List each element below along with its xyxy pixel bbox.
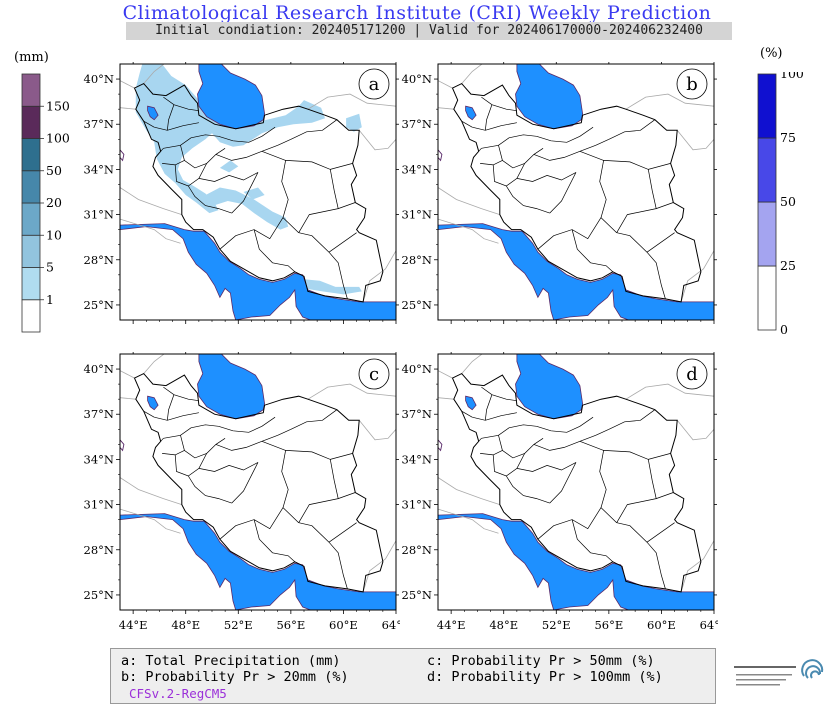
lat-label: 25°N	[84, 298, 114, 312]
lake-urmia	[465, 395, 477, 411]
legend-left-tick: 10	[46, 227, 62, 242]
lat-label: 25°N	[84, 588, 114, 602]
caspian-sea	[515, 64, 584, 130]
lat-label: 37°N	[84, 117, 114, 131]
precip-patch	[346, 113, 362, 132]
lat-label: 28°N	[84, 253, 114, 267]
lat-label: 40°N	[84, 72, 114, 86]
precip-patch	[219, 160, 239, 173]
footer-line-c: c: Probability Pr > 50mm (%)	[427, 653, 655, 669]
footer-legend: a: Total Precipitation (mm) b: Probabili…	[110, 648, 716, 704]
caspian-sea	[197, 354, 266, 420]
model-name: CFSv.2-RegCM5	[129, 686, 227, 701]
precip-patch	[135, 64, 325, 214]
lat-label: 40°N	[402, 72, 432, 86]
lon-label: 64°E	[382, 618, 400, 632]
panel-letter: c	[369, 364, 379, 385]
lon-label: 64°E	[700, 618, 718, 632]
lat-label: 28°N	[402, 543, 432, 557]
map-panel-c: 40°N 37°N 34°N 31°N 28°N 25°N 44°E 48°E 52°E 56°E…	[84, 352, 400, 632]
legend-right-tick: 100	[780, 72, 804, 81]
lat-label: 25°N	[402, 298, 432, 312]
legend-left-tick: 50	[46, 163, 62, 178]
lat-label: 37°N	[84, 407, 114, 421]
page-title: Climatological Research Institute (CRI) …	[122, 2, 712, 24]
lat-label: 31°N	[402, 498, 432, 512]
lon-label: 44°E	[119, 618, 148, 632]
iran-border	[451, 372, 702, 593]
persian-gulf	[438, 223, 714, 320]
lon-label: 44°E	[437, 618, 466, 632]
iran-border	[133, 82, 384, 303]
lat-label: 34°N	[402, 452, 432, 466]
map-panel-d: 40°N 37°N 34°N 31°N 28°N 25°N 44°E 48°E 52°E 56°E…	[402, 352, 718, 632]
legend-left-tick: 150	[46, 98, 70, 113]
precip-patch	[289, 279, 362, 295]
legend-left-unit: (mm)	[14, 50, 49, 65]
map-panel-b: 40°N 37°N 34°N 31°N 28°N 25°N b	[402, 62, 717, 324]
panel-letter-circle	[358, 358, 390, 390]
persian-gulf	[120, 223, 396, 320]
lat-label: 34°N	[84, 162, 114, 176]
legend-right-tick: 75	[780, 130, 796, 145]
legend-left-tick: 5	[46, 260, 54, 275]
lake-urmia	[147, 105, 159, 121]
lon-label: 48°E	[171, 618, 200, 632]
lon-label: 48°E	[489, 618, 518, 632]
lat-label: 40°N	[84, 362, 114, 376]
footer-line-b: b: Probability Pr > 20mm (%)	[121, 669, 349, 685]
lat-label: 40°N	[402, 362, 432, 376]
iran-border	[451, 82, 702, 303]
legend-right-tick: 50	[780, 194, 796, 209]
lat-label: 28°N	[84, 543, 114, 557]
persian-gulf	[438, 513, 714, 610]
lat-label: 37°N	[402, 117, 432, 131]
caspian-sea	[197, 64, 266, 130]
legend-right-colorbar: 0 25 50 75 100	[757, 72, 804, 334]
legend-left-colorbar: 1 5 10 20 50 100 150	[21, 73, 70, 333]
panel-letter: a	[369, 74, 380, 95]
panel-letter: d	[686, 364, 698, 385]
legend-right-unit: (%)	[760, 46, 783, 61]
legend-left-tick: 20	[46, 195, 62, 210]
lon-label: 56°E	[594, 618, 623, 632]
legend-left-tick: 100	[46, 131, 70, 146]
lon-label: 56°E	[276, 618, 305, 632]
lon-label: 52°E	[224, 618, 253, 632]
lat-label: 31°N	[84, 498, 114, 512]
precip-patch	[202, 187, 289, 230]
legend-left-tick: 1	[46, 292, 54, 307]
map-panel-a: 40°N 37°N 34°N 31°N 28°N 25°N a	[84, 62, 399, 324]
lon-label: 60°E	[647, 618, 676, 632]
lat-label: 25°N	[402, 588, 432, 602]
lat-label: 34°N	[402, 162, 432, 176]
lake-urmia	[147, 395, 159, 411]
panel-letter-circle	[358, 68, 390, 100]
lat-label: 37°N	[402, 407, 432, 421]
lat-label: 28°N	[402, 253, 432, 267]
lat-label: 34°N	[84, 452, 114, 466]
footer-line-a: a: Total Precipitation (mm)	[121, 653, 341, 669]
lon-label: 60°E	[329, 618, 358, 632]
panel-letter-circle	[676, 358, 708, 390]
persian-gulf	[120, 513, 396, 610]
lake-urmia	[465, 105, 477, 121]
iran-border	[133, 372, 384, 593]
lon-label: 52°E	[542, 618, 571, 632]
legend-right-tick: 0	[780, 322, 788, 334]
lat-label: 31°N	[84, 208, 114, 222]
panel-letter-circle	[676, 68, 708, 100]
footer-line-d: d: Probability Pr > 100mm (%)	[427, 669, 663, 685]
panel-letter: b	[686, 74, 698, 95]
caspian-sea	[515, 354, 584, 420]
legend-right-tick: 25	[780, 258, 796, 273]
institute-logo	[734, 659, 824, 686]
page-subtitle: Initial condiation: 202405171200 | Valid…	[126, 22, 732, 40]
lat-label: 31°N	[402, 208, 432, 222]
